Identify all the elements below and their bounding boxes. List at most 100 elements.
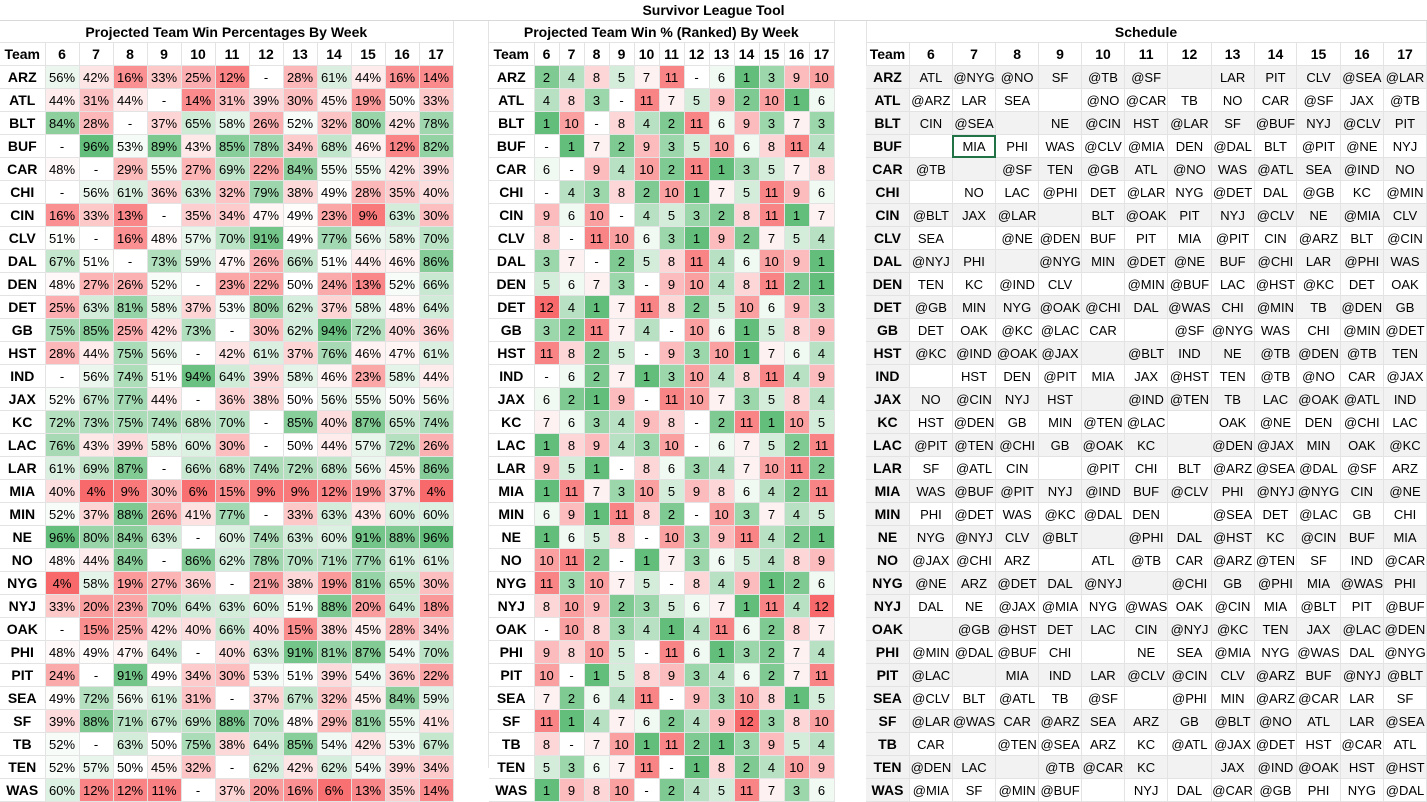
rank-cell[interactable]: 9	[734, 571, 760, 595]
pct-cell[interactable]: -	[113, 111, 148, 135]
pct-cell[interactable]: 60%	[317, 525, 352, 549]
rank-cell[interactable]: 3	[734, 732, 760, 756]
rank-cell[interactable]: 4	[809, 341, 835, 365]
pct-cell[interactable]: 60%	[385, 502, 420, 526]
sched-cell[interactable]: NO	[1211, 88, 1255, 112]
sched-cell[interactable]: MIA	[1254, 594, 1298, 618]
sched-cell[interactable]: @LAR	[995, 203, 1040, 227]
rank-cell[interactable]: 1	[784, 203, 810, 227]
rank-cell[interactable]: -	[609, 548, 635, 572]
sched-cell[interactable]: @TEN	[1254, 548, 1298, 572]
pct-cell[interactable]: 39%	[249, 88, 284, 112]
rank-cell[interactable]: 9	[634, 410, 660, 434]
sched-cell[interactable]: KC	[1124, 755, 1169, 779]
sched-cell[interactable]: WAS	[995, 502, 1040, 526]
rank-cell[interactable]: 7	[609, 318, 635, 342]
rank-team-cell[interactable]: BUF	[489, 134, 535, 158]
sched-cell[interactable]: @LAC	[1296, 502, 1341, 526]
sched-cell[interactable]: CLV	[1038, 272, 1083, 296]
sched-cell[interactable]: CIN	[995, 456, 1040, 480]
rank-cell[interactable]: 7	[534, 410, 560, 434]
pct-cell[interactable]: 71%	[113, 709, 148, 733]
sched-cell[interactable]: NE	[1124, 640, 1169, 664]
rank-cell[interactable]: 2	[809, 456, 835, 480]
rank-cell[interactable]: 10	[659, 180, 685, 204]
pct-cell[interactable]: 16%	[113, 65, 148, 89]
rank-team-cell[interactable]: CAR	[489, 157, 535, 181]
pct-cell[interactable]: 50%	[385, 88, 420, 112]
rank-cell[interactable]: 1	[559, 709, 585, 733]
pct-cell[interactable]: 33%	[147, 65, 182, 89]
rank-cell[interactable]: 9	[784, 249, 810, 273]
rank-week-header[interactable]: 9	[609, 42, 635, 66]
rank-cell[interactable]: 9	[709, 226, 735, 250]
rank-cell[interactable]: 11	[759, 594, 785, 618]
rank-cell[interactable]: 6	[559, 525, 585, 549]
rank-cell[interactable]: 9	[584, 594, 610, 618]
rank-cell[interactable]: 7	[709, 594, 735, 618]
sched-cell[interactable]: @JAX	[909, 548, 953, 572]
rank-cell[interactable]: 9	[584, 433, 610, 457]
rank-cell[interactable]: -	[659, 686, 685, 710]
sched-cell[interactable]: SF	[1383, 686, 1427, 710]
rank-cell[interactable]: 3	[684, 203, 710, 227]
rank-team-cell[interactable]: NYG	[489, 571, 535, 595]
sched-cell[interactable]: @CHI	[952, 548, 997, 572]
sched-cell[interactable]: PHI	[1211, 479, 1255, 503]
pct-cell[interactable]: -	[249, 502, 284, 526]
sched-cell[interactable]: DET	[1038, 617, 1083, 641]
sched-cell[interactable]: @NYG	[952, 65, 997, 89]
sched-cell[interactable]	[1038, 456, 1083, 480]
sched-cell[interactable]: CLV	[1383, 203, 1427, 227]
sched-cell[interactable]: @MIA	[909, 778, 953, 802]
pct-cell[interactable]: 33%	[45, 594, 80, 618]
sched-cell[interactable]: KC	[1124, 732, 1169, 756]
pct-cell[interactable]: 74%	[249, 456, 284, 480]
sched-cell[interactable]: MIA	[995, 663, 1040, 687]
pct-cell[interactable]: 46%	[351, 341, 386, 365]
rank-cell[interactable]: 7	[609, 364, 635, 388]
pct-cell[interactable]: 80%	[249, 295, 284, 319]
rank-cell[interactable]: 6	[734, 663, 760, 687]
pct-cell[interactable]: 30%	[419, 203, 454, 227]
rank-cell[interactable]: 4	[759, 525, 785, 549]
rank-cell[interactable]: 2	[659, 709, 685, 733]
pct-team-cell[interactable]: NYG	[0, 571, 46, 595]
pct-team-cell[interactable]: TEN	[0, 755, 46, 779]
pct-cell[interactable]: 28%	[283, 65, 318, 89]
sched-cell[interactable]: @KC	[1211, 617, 1255, 641]
rank-cell[interactable]: 11	[634, 295, 660, 319]
pct-cell[interactable]: 61%	[113, 180, 148, 204]
pct-cell[interactable]: 44%	[45, 88, 80, 112]
sched-cell[interactable]: @NYG	[1296, 479, 1341, 503]
pct-cell[interactable]: 29%	[113, 157, 148, 181]
rank-cell[interactable]: 3	[559, 755, 585, 779]
pct-cell[interactable]: 76%	[317, 341, 352, 365]
sched-cell[interactable]: CHI	[1211, 295, 1255, 319]
sched-week-header[interactable]: 9	[1038, 42, 1083, 66]
sched-cell[interactable]: @CIN	[952, 387, 997, 411]
rank-cell[interactable]: 7	[809, 203, 835, 227]
rank-cell[interactable]: 8	[584, 778, 610, 802]
rank-team-cell[interactable]: CLV	[489, 226, 535, 250]
rank-cell[interactable]: 2	[609, 594, 635, 618]
sched-cell[interactable]: ARZ	[952, 571, 997, 595]
sched-cell[interactable]: @SEA	[952, 111, 997, 135]
rank-cell[interactable]: 6	[809, 88, 835, 112]
pct-cell[interactable]: 87%	[113, 456, 148, 480]
rank-cell[interactable]: -	[559, 663, 585, 687]
rank-cell[interactable]: 6	[634, 709, 660, 733]
sched-cell[interactable]: @DAL	[1383, 778, 1427, 802]
pct-team-cell[interactable]: LAR	[0, 456, 46, 480]
rank-cell[interactable]: 6	[784, 341, 810, 365]
sched-cell[interactable]: @CAR	[1124, 88, 1169, 112]
sched-team-cell[interactable]: TEN	[866, 755, 910, 779]
rank-cell[interactable]: 12	[534, 295, 560, 319]
sched-cell[interactable]: PIT	[1124, 226, 1169, 250]
pct-cell[interactable]: 19%	[351, 479, 386, 503]
sched-team-cell[interactable]: PIT	[866, 663, 910, 687]
sched-cell[interactable]: @KC	[1038, 502, 1083, 526]
pct-cell[interactable]: 61%	[317, 65, 352, 89]
pct-cell[interactable]: 74%	[147, 410, 182, 434]
sched-cell[interactable]: @HST	[1254, 272, 1298, 296]
